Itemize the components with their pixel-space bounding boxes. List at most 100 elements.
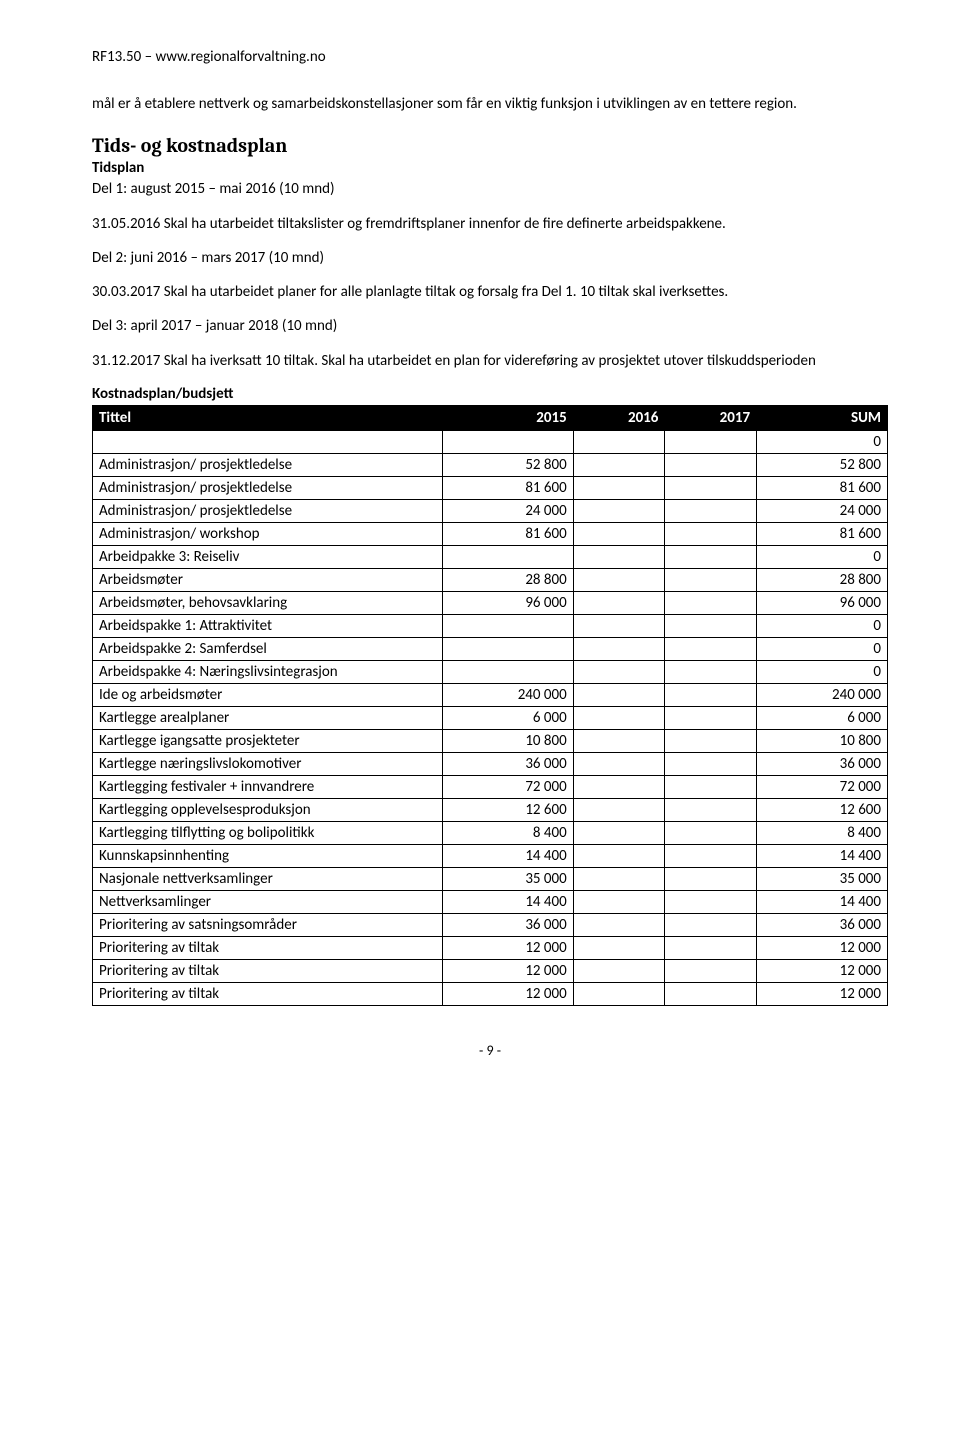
del2-title: Del 2: juni 2016 – mars 2017 (10 mnd) (92, 248, 888, 268)
del1-title: Del 1: august 2015 – mai 2016 (10 mnd) (92, 179, 888, 199)
table-cell (573, 660, 665, 683)
table-cell: Administrasjon/ prosjektledelse (93, 476, 443, 499)
table-cell: Nettverksamlinger (93, 890, 443, 913)
table-cell (573, 591, 665, 614)
intro-paragraph: mål er å etablere nettverk og samarbeids… (92, 94, 888, 114)
table-cell: Administrasjon/ workshop (93, 522, 443, 545)
table-cell: Ide og arbeidsmøter (93, 683, 443, 706)
table-cell: Administrasjon/ prosjektledelse (93, 499, 443, 522)
table-cell: 12 000 (442, 959, 573, 982)
table-cell: 12 000 (442, 936, 573, 959)
table-cell (573, 568, 665, 591)
table-cell (573, 545, 665, 568)
table-cell: 12 000 (757, 959, 888, 982)
col-2017: 2017 (665, 405, 757, 430)
col-tittel: Tittel (93, 405, 443, 430)
table-cell (573, 430, 665, 453)
table-row: Kartlegging festivaler + innvandrere72 0… (93, 775, 888, 798)
section-title: Tids- og kostnadsplan (92, 134, 888, 157)
budget-heading: Kostnadsplan/budsjett (92, 385, 888, 403)
table-cell (573, 821, 665, 844)
table-cell: 12 600 (757, 798, 888, 821)
table-cell (442, 614, 573, 637)
table-cell: Arbeidspakke 2: Samferdsel (93, 637, 443, 660)
page-footer: - 9 - (92, 1042, 888, 1059)
table-cell (573, 798, 665, 821)
table-cell (665, 729, 757, 752)
table-row: Prioritering av tiltak12 00012 000 (93, 959, 888, 982)
table-cell: 35 000 (442, 867, 573, 890)
table-cell: 72 000 (757, 775, 888, 798)
table-cell: Arbeidspakke 1: Attraktivitet (93, 614, 443, 637)
table-cell: 14 400 (442, 844, 573, 867)
table-cell (442, 660, 573, 683)
table-cell: 0 (757, 545, 888, 568)
table-row: Kartlegging tilflytting og bolipolitikk8… (93, 821, 888, 844)
tidsplan-heading: Tidsplan (92, 159, 888, 177)
table-row: Arbeidspakke 1: Attraktivitet0 (93, 614, 888, 637)
table-row: Kartlegge næringslivslokomotiver36 00036… (93, 752, 888, 775)
table-cell (665, 982, 757, 1005)
table-cell (665, 476, 757, 499)
table-cell: 12 600 (442, 798, 573, 821)
table-cell: 0 (757, 430, 888, 453)
table-cell: 240 000 (757, 683, 888, 706)
table-cell: 96 000 (442, 591, 573, 614)
table-cell (573, 729, 665, 752)
del3-title: Del 3: april 2017 – januar 2018 (10 mnd) (92, 316, 888, 336)
table-cell: 8 400 (442, 821, 573, 844)
table-cell: Prioritering av tiltak (93, 936, 443, 959)
table-cell (573, 453, 665, 476)
table-cell (665, 936, 757, 959)
table-cell: 10 800 (757, 729, 888, 752)
table-cell (573, 890, 665, 913)
table-cell (573, 614, 665, 637)
table-cell: Prioritering av tiltak (93, 982, 443, 1005)
table-cell (665, 775, 757, 798)
table-cell: 36 000 (757, 752, 888, 775)
table-row: Prioritering av satsningsområder36 00036… (93, 913, 888, 936)
col-2016: 2016 (573, 405, 665, 430)
table-cell: Arbeidspakke 4: Næringslivsintegrasjon (93, 660, 443, 683)
table-cell: Nasjonale nettverksamlinger (93, 867, 443, 890)
table-cell: 12 000 (442, 982, 573, 1005)
table-cell (665, 545, 757, 568)
table-cell (573, 637, 665, 660)
table-cell (442, 430, 573, 453)
table-cell: Kunnskapsinnhenting (93, 844, 443, 867)
table-cell: 8 400 (757, 821, 888, 844)
table-cell: 10 800 (442, 729, 573, 752)
table-cell: 28 800 (757, 568, 888, 591)
table-cell (665, 591, 757, 614)
table-row: Nettverksamlinger14 40014 400 (93, 890, 888, 913)
table-cell (665, 867, 757, 890)
table-row: Kartlegge arealplaner6 0006 000 (93, 706, 888, 729)
table-cell (665, 890, 757, 913)
table-cell (573, 844, 665, 867)
col-sum: SUM (757, 405, 888, 430)
del2-text: 30.03.2017 Skal ha utarbeidet planer for… (92, 282, 888, 302)
table-cell: 12 000 (757, 982, 888, 1005)
table-cell (665, 568, 757, 591)
table-cell: Administrasjon/ prosjektledelse (93, 453, 443, 476)
table-row: Nasjonale nettverksamlinger35 00035 000 (93, 867, 888, 890)
table-cell: Kartlegging tilflytting og bolipolitikk (93, 821, 443, 844)
col-2015: 2015 (442, 405, 573, 430)
table-row: Arbeidspakke 4: Næringslivsintegrasjon0 (93, 660, 888, 683)
table-cell: 24 000 (757, 499, 888, 522)
table-cell: 6 000 (757, 706, 888, 729)
table-cell: Arbeidsmøter (93, 568, 443, 591)
table-row: Kunnskapsinnhenting14 40014 400 (93, 844, 888, 867)
table-row: Prioritering av tiltak12 00012 000 (93, 936, 888, 959)
table-cell: 52 800 (757, 453, 888, 476)
table-cell: 81 600 (757, 476, 888, 499)
table-cell (665, 660, 757, 683)
table-cell (573, 913, 665, 936)
table-cell (573, 959, 665, 982)
page: RF13.50 – www.regionalforvaltning.no mål… (0, 0, 960, 1099)
table-row: Arbeidpakke 3: Reiseliv0 (93, 545, 888, 568)
table-cell (665, 522, 757, 545)
table-cell: 81 600 (442, 522, 573, 545)
table-cell (573, 936, 665, 959)
table-cell: 52 800 (442, 453, 573, 476)
